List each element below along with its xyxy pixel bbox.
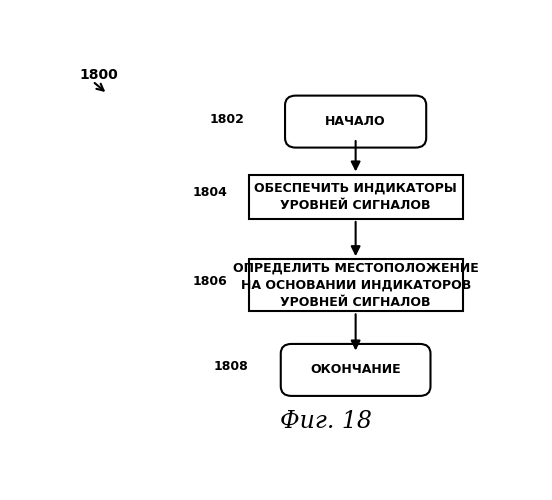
Text: ОБЕСПЕЧИТЬ ИНДИКАТОРЫ
УРОВНЕЙ СИГНАЛОВ: ОБЕСПЕЧИТЬ ИНДИКАТОРЫ УРОВНЕЙ СИГНАЛОВ: [254, 182, 457, 212]
Text: ОПРЕДЕЛИТЬ МЕСТОПОЛОЖЕНИЕ
НА ОСНОВАНИИ ИНДИКАТОРОВ
УРОВНЕЙ СИГНАЛОВ: ОПРЕДЕЛИТЬ МЕСТОПОЛОЖЕНИЕ НА ОСНОВАНИИ И…: [233, 262, 479, 308]
Text: НАЧАЛО: НАЧАЛО: [325, 115, 386, 128]
Bar: [248, 259, 463, 311]
FancyBboxPatch shape: [285, 96, 426, 148]
Text: ОКОНЧАНИЕ: ОКОНЧАНИЕ: [310, 364, 401, 376]
Text: 1808: 1808: [214, 360, 248, 372]
FancyBboxPatch shape: [281, 344, 431, 396]
Text: Фиг. 18: Фиг. 18: [280, 410, 371, 434]
Text: 1802: 1802: [210, 113, 245, 126]
Bar: [248, 174, 463, 219]
Text: 1800: 1800: [79, 68, 119, 82]
Text: 1804: 1804: [193, 186, 227, 200]
Text: 1806: 1806: [193, 275, 227, 288]
